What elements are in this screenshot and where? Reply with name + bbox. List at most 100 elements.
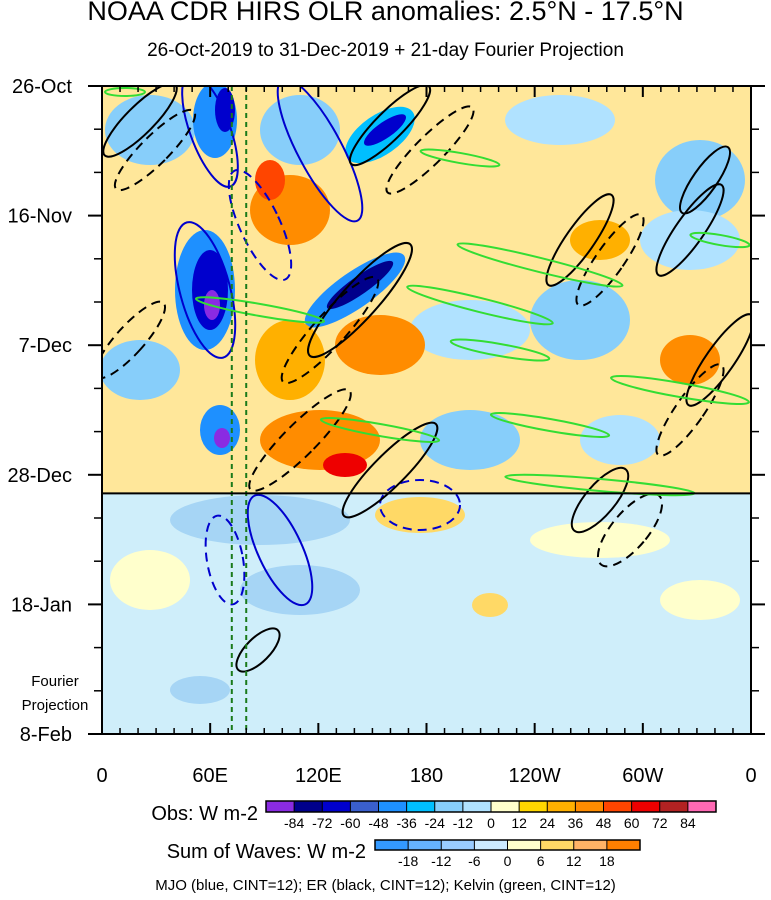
colorbar-swatch xyxy=(519,801,548,812)
colorbar-tick-label: -60 xyxy=(340,815,360,831)
olr-anomaly-area xyxy=(214,428,230,448)
obs-colorbar: -84 -72 -60 -48 -36 -24 -12 0 12 24 36 48 60 72 84 xyxy=(265,800,717,831)
y-axis: 26-Oct 16-Nov 7-Dec 28-Dec 18-Jan 8-Feb xyxy=(8,76,765,746)
colorbar-tick-label: -6 xyxy=(468,853,481,869)
colorbar-swatch xyxy=(408,840,442,850)
er-contour xyxy=(307,241,413,359)
colorbar-tick-label: 36 xyxy=(568,815,584,831)
colorbar-swatch xyxy=(547,801,576,812)
colorbar-swatch xyxy=(603,801,632,812)
y-tick-label: 16-Nov xyxy=(8,206,72,228)
contour-legend: MJO (blue, CINT=12); ER (black, CINT=12)… xyxy=(155,877,616,894)
kelvin-contour xyxy=(689,231,751,249)
kelvin-contour xyxy=(104,87,146,97)
er-contour xyxy=(341,421,439,519)
er-contour xyxy=(679,145,731,215)
colorbar-swatch xyxy=(406,801,435,812)
colorbar-swatch xyxy=(606,840,640,850)
olr-anomaly-area xyxy=(655,140,745,220)
colorbar-swatch xyxy=(573,840,607,850)
kelvin-contour xyxy=(406,284,554,326)
colorbar-tick-label: 6 xyxy=(537,853,545,869)
y-tick-label: 7-Dec xyxy=(19,335,72,357)
colorbar-tick-label: -18 xyxy=(398,853,418,869)
colorbar-swatch xyxy=(631,801,660,812)
er-contour xyxy=(655,183,725,277)
projection-field xyxy=(110,495,740,704)
er-contour xyxy=(545,193,615,287)
kelvin-contour xyxy=(319,417,441,443)
colorbar-swatch xyxy=(266,801,295,812)
kelvin-contour xyxy=(610,375,750,405)
kelvin-contour xyxy=(194,296,326,324)
kelvin-contour xyxy=(456,242,624,288)
colorbar-swatch xyxy=(322,801,351,812)
colorbar-tick-label: -84 xyxy=(284,815,304,831)
colorbar-swatch xyxy=(441,840,475,850)
projection-anomaly-area xyxy=(110,550,190,610)
olr-anomaly-area xyxy=(335,315,425,375)
x-tick-label: 60W xyxy=(622,765,663,787)
kelvin-contour xyxy=(449,338,551,362)
er-contour xyxy=(102,300,167,380)
er-contour xyxy=(655,363,725,457)
x-tick-label: 120W xyxy=(509,765,561,787)
colorbar-swatch xyxy=(474,840,508,850)
chart-title: NOAA CDR HIRS OLR anomalies: 2.5°N - 17.… xyxy=(87,0,684,26)
olr-anomaly-area xyxy=(530,280,630,360)
projection-anomaly-area xyxy=(170,676,230,704)
chart-subtitle: 26-Oct-2019 to 31-Dec-2019 + 21-day Four… xyxy=(147,40,624,61)
colorbar-swatch xyxy=(434,801,463,812)
olr-anomaly-area xyxy=(260,95,340,165)
colorbar-tick-label: 24 xyxy=(539,815,555,831)
colorbar-swatch xyxy=(575,801,604,812)
colorbar-frame xyxy=(374,839,641,851)
y-tick-label: 28-Dec xyxy=(8,465,72,487)
colorbar-tick-label: 12 xyxy=(511,815,527,831)
mjo-contour xyxy=(181,86,239,188)
colorbar-tick-label: 60 xyxy=(624,815,640,831)
colorbar-tick-label: 72 xyxy=(652,815,668,831)
kelvin-contour xyxy=(489,412,611,438)
y-tick-label: 18-Jan xyxy=(11,594,72,616)
x-tick-label: 120E xyxy=(295,765,342,787)
colorbar-frame xyxy=(265,800,717,813)
er-contour xyxy=(113,108,197,192)
colorbar-swatch xyxy=(462,801,491,812)
olr-anomaly-area xyxy=(420,410,520,470)
colorbar-tick-label: 84 xyxy=(680,815,696,831)
x-tick-label: 0 xyxy=(96,765,107,787)
mjo-contour xyxy=(173,221,237,359)
colorbar-swatch xyxy=(687,801,716,812)
colorbar-tick-label: 18 xyxy=(599,853,615,869)
olr-anomaly-area xyxy=(660,335,720,385)
projection-anomaly-area xyxy=(660,580,740,620)
colorbar-tick-label: -12 xyxy=(431,853,451,869)
waves-colorbar: -18 -12 -6 0 6 12 18 xyxy=(374,839,641,869)
colorbar-tick-label: -36 xyxy=(397,815,417,831)
er-contour xyxy=(248,388,352,492)
colorbar-tick-label: 48 xyxy=(596,815,612,831)
olr-anomaly-area xyxy=(580,415,660,465)
colorbar-swatch xyxy=(491,801,520,812)
olr-anomaly-area xyxy=(640,210,740,270)
obs-colorbar-label: Obs: W m-2 xyxy=(151,803,258,825)
colorbar-tick-label: -12 xyxy=(453,815,473,831)
olr-anomaly-area xyxy=(102,340,180,400)
colorbar-tick-label: -48 xyxy=(368,815,388,831)
projection-anomaly-area xyxy=(530,522,670,558)
kelvin-contour xyxy=(419,148,501,168)
olr-anomaly-area xyxy=(255,320,325,400)
olr-anomaly-area xyxy=(326,260,394,310)
x-axis: 0 60E 120E 180 120W 60W 0 xyxy=(96,86,757,787)
er-contour xyxy=(280,275,380,385)
x-tick-label: 60E xyxy=(192,765,228,787)
er-contour xyxy=(235,627,281,673)
olr-anomaly-area xyxy=(410,300,530,360)
reference-longitude-lines xyxy=(230,86,248,734)
er-contour xyxy=(575,213,645,307)
mjo-contour xyxy=(379,479,461,531)
colorbar-swatch xyxy=(507,840,541,850)
y-tick-label: 8-Feb xyxy=(20,724,72,746)
